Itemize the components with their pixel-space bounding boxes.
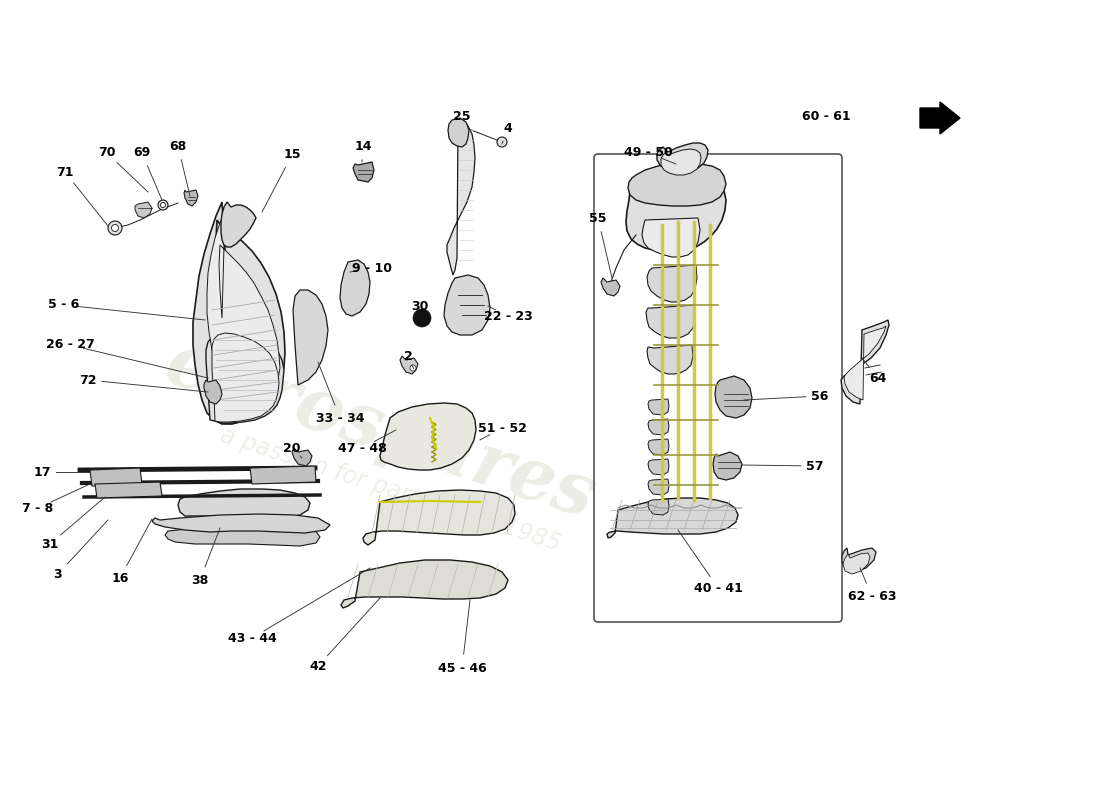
Polygon shape (379, 403, 476, 470)
Text: 57: 57 (806, 459, 824, 473)
Polygon shape (648, 499, 669, 515)
Polygon shape (657, 143, 708, 172)
Circle shape (158, 200, 168, 210)
Polygon shape (661, 149, 701, 175)
Text: 49 - 50: 49 - 50 (624, 146, 672, 159)
Text: 33 - 34: 33 - 34 (316, 411, 364, 425)
Polygon shape (713, 452, 743, 480)
Text: 17: 17 (33, 466, 51, 478)
Text: 70: 70 (98, 146, 116, 159)
Text: 14: 14 (354, 139, 372, 153)
Polygon shape (135, 202, 152, 218)
Text: 62 - 63: 62 - 63 (848, 590, 896, 602)
Text: 64: 64 (869, 371, 887, 385)
Polygon shape (152, 514, 330, 533)
Polygon shape (204, 380, 222, 404)
Polygon shape (842, 548, 876, 572)
Text: 47 - 48: 47 - 48 (338, 442, 386, 454)
Text: 69: 69 (133, 146, 151, 159)
Circle shape (410, 365, 416, 371)
Polygon shape (250, 466, 316, 484)
Polygon shape (920, 102, 960, 134)
Text: 2: 2 (404, 350, 412, 362)
Polygon shape (192, 202, 285, 424)
Text: 9 - 10: 9 - 10 (352, 262, 392, 274)
Text: eurospares: eurospares (156, 327, 604, 533)
Text: 15: 15 (284, 149, 300, 162)
Text: 43 - 44: 43 - 44 (228, 631, 276, 645)
Polygon shape (607, 498, 738, 538)
Polygon shape (340, 260, 370, 316)
Polygon shape (292, 448, 312, 466)
Polygon shape (601, 278, 620, 296)
Polygon shape (221, 202, 256, 247)
Polygon shape (444, 275, 490, 335)
Text: 51 - 52: 51 - 52 (477, 422, 527, 434)
Text: 40 - 41: 40 - 41 (694, 582, 743, 594)
Polygon shape (626, 173, 726, 253)
Text: 56: 56 (812, 390, 828, 402)
Polygon shape (715, 376, 752, 418)
Polygon shape (648, 439, 669, 455)
Polygon shape (648, 459, 669, 475)
Circle shape (108, 221, 122, 235)
Circle shape (161, 202, 165, 207)
Text: 45 - 46: 45 - 46 (438, 662, 486, 674)
Text: 30: 30 (411, 299, 429, 313)
Polygon shape (648, 419, 669, 435)
Polygon shape (90, 468, 142, 486)
Polygon shape (207, 210, 280, 407)
Polygon shape (648, 399, 669, 415)
Text: 68: 68 (169, 139, 187, 153)
Polygon shape (642, 218, 700, 257)
Text: 72: 72 (79, 374, 97, 386)
Text: 60 - 61: 60 - 61 (802, 110, 850, 122)
Polygon shape (448, 118, 469, 147)
Text: 16: 16 (111, 571, 129, 585)
Polygon shape (353, 162, 374, 182)
Circle shape (111, 225, 119, 231)
Polygon shape (95, 482, 162, 498)
Polygon shape (184, 190, 198, 206)
Text: 55: 55 (590, 211, 607, 225)
Text: 4: 4 (504, 122, 513, 134)
Polygon shape (363, 490, 515, 545)
Polygon shape (165, 525, 320, 546)
Polygon shape (400, 356, 418, 374)
Polygon shape (341, 560, 508, 608)
Text: 71: 71 (56, 166, 74, 178)
Polygon shape (647, 265, 697, 302)
Polygon shape (843, 553, 870, 574)
Polygon shape (647, 345, 693, 374)
Polygon shape (206, 330, 284, 423)
Polygon shape (293, 290, 328, 385)
Polygon shape (212, 333, 279, 422)
Text: 5 - 6: 5 - 6 (48, 298, 79, 311)
Polygon shape (844, 326, 886, 400)
Polygon shape (178, 489, 310, 518)
Text: 25: 25 (453, 110, 471, 122)
Polygon shape (646, 305, 695, 338)
Text: 20: 20 (284, 442, 300, 454)
Circle shape (497, 137, 507, 147)
Text: 7 - 8: 7 - 8 (22, 502, 54, 514)
Text: 3: 3 (54, 567, 63, 581)
Circle shape (412, 309, 431, 327)
Text: 22 - 23: 22 - 23 (484, 310, 532, 322)
Polygon shape (628, 163, 726, 206)
Polygon shape (447, 122, 475, 275)
Text: 42: 42 (309, 659, 327, 673)
Polygon shape (648, 479, 669, 495)
Text: 31: 31 (42, 538, 58, 550)
Text: 38: 38 (191, 574, 209, 586)
Text: 26 - 27: 26 - 27 (45, 338, 95, 351)
Polygon shape (842, 320, 889, 404)
Text: a passion for parts since 1985: a passion for parts since 1985 (217, 423, 563, 557)
